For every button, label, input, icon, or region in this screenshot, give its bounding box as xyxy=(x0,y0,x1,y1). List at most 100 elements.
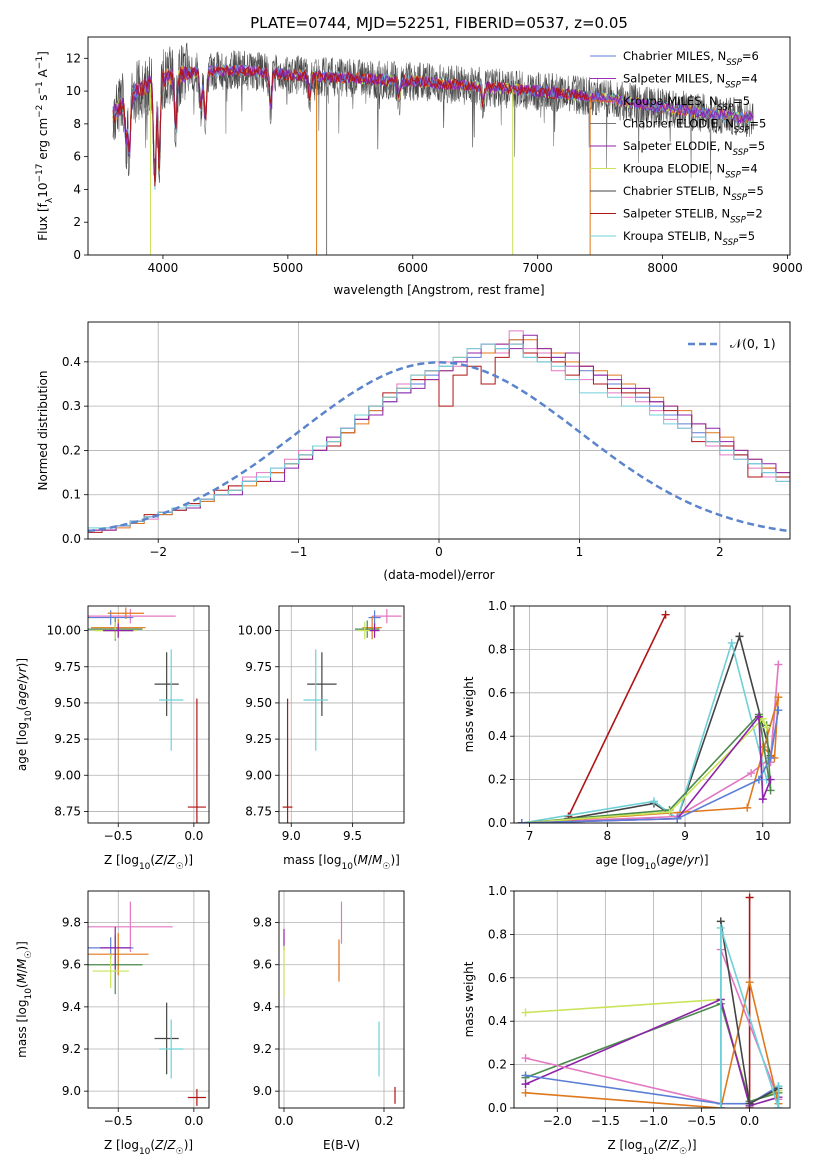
z-mass-chart: −0.5 0.0 9.0 9.2 9.4 9.6 9.8 Z [log10(Z/Z☉)] mas… xyxy=(15,890,210,1157)
x-tick-label: 8 xyxy=(603,829,611,843)
weight-marker xyxy=(747,769,756,778)
errorbar-point xyxy=(103,623,134,638)
y-tick-label: 0.4 xyxy=(62,355,81,369)
weight-marker xyxy=(521,1071,530,1080)
y-tick-label: 0.0 xyxy=(488,1101,507,1115)
weight-marker xyxy=(754,775,763,784)
x-tick-label: −0.5 xyxy=(104,1114,133,1128)
y-tick-label: 0.4 xyxy=(488,1014,507,1028)
y-tick-label: 9.50 xyxy=(245,696,272,710)
histogram-step xyxy=(88,339,790,539)
z-age-x-label: Z [log10(Z/Z☉)] xyxy=(104,853,193,872)
residuals-y-label: Normed distribution xyxy=(36,371,50,491)
weight-marker xyxy=(754,712,763,721)
y-tick-label: 0.2 xyxy=(488,1058,507,1072)
weight-marker xyxy=(521,1080,530,1089)
z-mass-plot-area xyxy=(88,901,206,1106)
x-tick-label: 7 xyxy=(526,829,534,843)
legend-entry: 𝒩(0, 1) xyxy=(730,336,776,351)
weight-marker xyxy=(766,786,775,795)
z-age-plot-area xyxy=(88,607,206,823)
weight-series-line xyxy=(720,927,780,1108)
errorbar-point xyxy=(187,698,206,823)
z-weight-y-label: mass weight xyxy=(462,961,476,1037)
weight-marker xyxy=(521,1088,530,1097)
z-mass-y-label: mass [log10(M/M☉)] xyxy=(15,941,34,1058)
z-weight-x-label: Z [log10(Z/Z☉)] xyxy=(607,1138,696,1157)
x-tick-label: 9.0 xyxy=(282,829,301,843)
y-tick-label: 9.8 xyxy=(62,916,81,930)
axes-frame xyxy=(87,605,210,824)
mass-age-plot-area xyxy=(282,608,402,823)
errorbar-point xyxy=(372,608,402,624)
z-mass-x-label: Z [log10(Z/Z☉)] xyxy=(104,1138,193,1157)
errorbar-point xyxy=(369,623,380,638)
x-tick-label: −1.5 xyxy=(591,1114,620,1128)
axes-frame xyxy=(513,605,791,824)
weight-series-line xyxy=(525,1074,779,1105)
weight-marker xyxy=(745,978,754,987)
weight-marker xyxy=(521,1054,530,1063)
weight-marker xyxy=(745,1099,754,1108)
legend-entry: Chabrier ELODIE, NSSP=5 xyxy=(623,117,766,136)
y-tick-label: 8 xyxy=(73,117,81,131)
y-tick-label: 9.4 xyxy=(253,1000,272,1014)
weight-marker xyxy=(735,632,744,641)
weight-marker xyxy=(665,808,674,817)
weight-marker xyxy=(716,1104,725,1108)
axes-frame xyxy=(513,890,791,1109)
weight-marker xyxy=(661,610,670,619)
y-tick-label: 9.25 xyxy=(245,732,272,746)
x-tick-label: 7000 xyxy=(522,261,553,275)
y-tick-label: 0.8 xyxy=(488,927,507,941)
y-tick-label: 9.0 xyxy=(253,1084,272,1098)
y-tick-label: 9.75 xyxy=(54,660,81,674)
weight-marker xyxy=(758,795,767,804)
legend-entry: Salpeter ELODIE, NSSP=5 xyxy=(623,139,765,158)
mass-age-x-label: mass [log10(M/M☉)] xyxy=(283,853,400,872)
legend-entry: Kroupa MILES, NSSP=5 xyxy=(623,94,750,113)
x-tick-label: 0.0 xyxy=(274,1114,293,1128)
y-tick-label: 1.0 xyxy=(488,884,507,898)
y-tick-label: 9.4 xyxy=(62,1000,81,1014)
age-weight-chart: 7 8 9 10 0.0 0.2 0.4 0.6 0.8 1.0 age [log10(age/yr… xyxy=(462,599,791,872)
weight-marker xyxy=(649,797,658,806)
y-tick-label: 9.6 xyxy=(253,958,272,972)
legend-entry: Chabrier MILES, NSSP=6 xyxy=(623,49,759,68)
y-tick-label: 0.0 xyxy=(488,816,507,830)
ebv-mass-plot-area xyxy=(283,901,396,1104)
y-tick-label: 6 xyxy=(73,150,81,164)
x-tick-label: 0 xyxy=(435,545,443,559)
x-tick-label: −1 xyxy=(290,545,308,559)
y-tick-label: 0.4 xyxy=(488,729,507,743)
errorbar-point xyxy=(282,698,293,823)
weight-marker xyxy=(716,923,725,932)
y-tick-label: 0.3 xyxy=(62,399,81,413)
residuals-plot-area xyxy=(88,330,790,539)
spectrum-series-line xyxy=(112,64,590,187)
weight-marker xyxy=(762,723,771,732)
x-tick-label: 0.0 xyxy=(740,1114,759,1128)
y-tick-label: 0 xyxy=(73,248,81,262)
weight-marker xyxy=(743,803,752,812)
x-tick-label: 5000 xyxy=(273,261,304,275)
y-tick-label: 9.6 xyxy=(62,958,81,972)
y-tick-label: 1.0 xyxy=(488,599,507,613)
x-tick-label: −0.5 xyxy=(687,1114,716,1128)
ebv-mass-chart: 0.0 0.2 9.0 9.2 9.4 9.6 9.8 xyxy=(253,890,405,1128)
y-tick-label: 0.2 xyxy=(488,773,507,787)
y-tick-label: 0.0 xyxy=(62,532,81,546)
weight-marker xyxy=(521,1008,530,1017)
errorbar-point xyxy=(354,620,380,638)
weight-series-line xyxy=(521,717,768,823)
weight-marker xyxy=(774,1082,783,1091)
z-age-y-label: age [log10(age/yr)] xyxy=(15,658,34,771)
errorbar-point xyxy=(88,608,176,624)
mass-age-chart: 9.0 9.5 8.75 9.00 9.25 9.50 9.75 10.00 mass [log… xyxy=(238,605,405,872)
weight-marker xyxy=(517,819,526,823)
errorbar-point xyxy=(307,652,337,716)
x-tick-label: −1.0 xyxy=(639,1114,668,1128)
y-tick-label: 9.00 xyxy=(54,768,81,782)
errorbar-point xyxy=(88,933,149,976)
